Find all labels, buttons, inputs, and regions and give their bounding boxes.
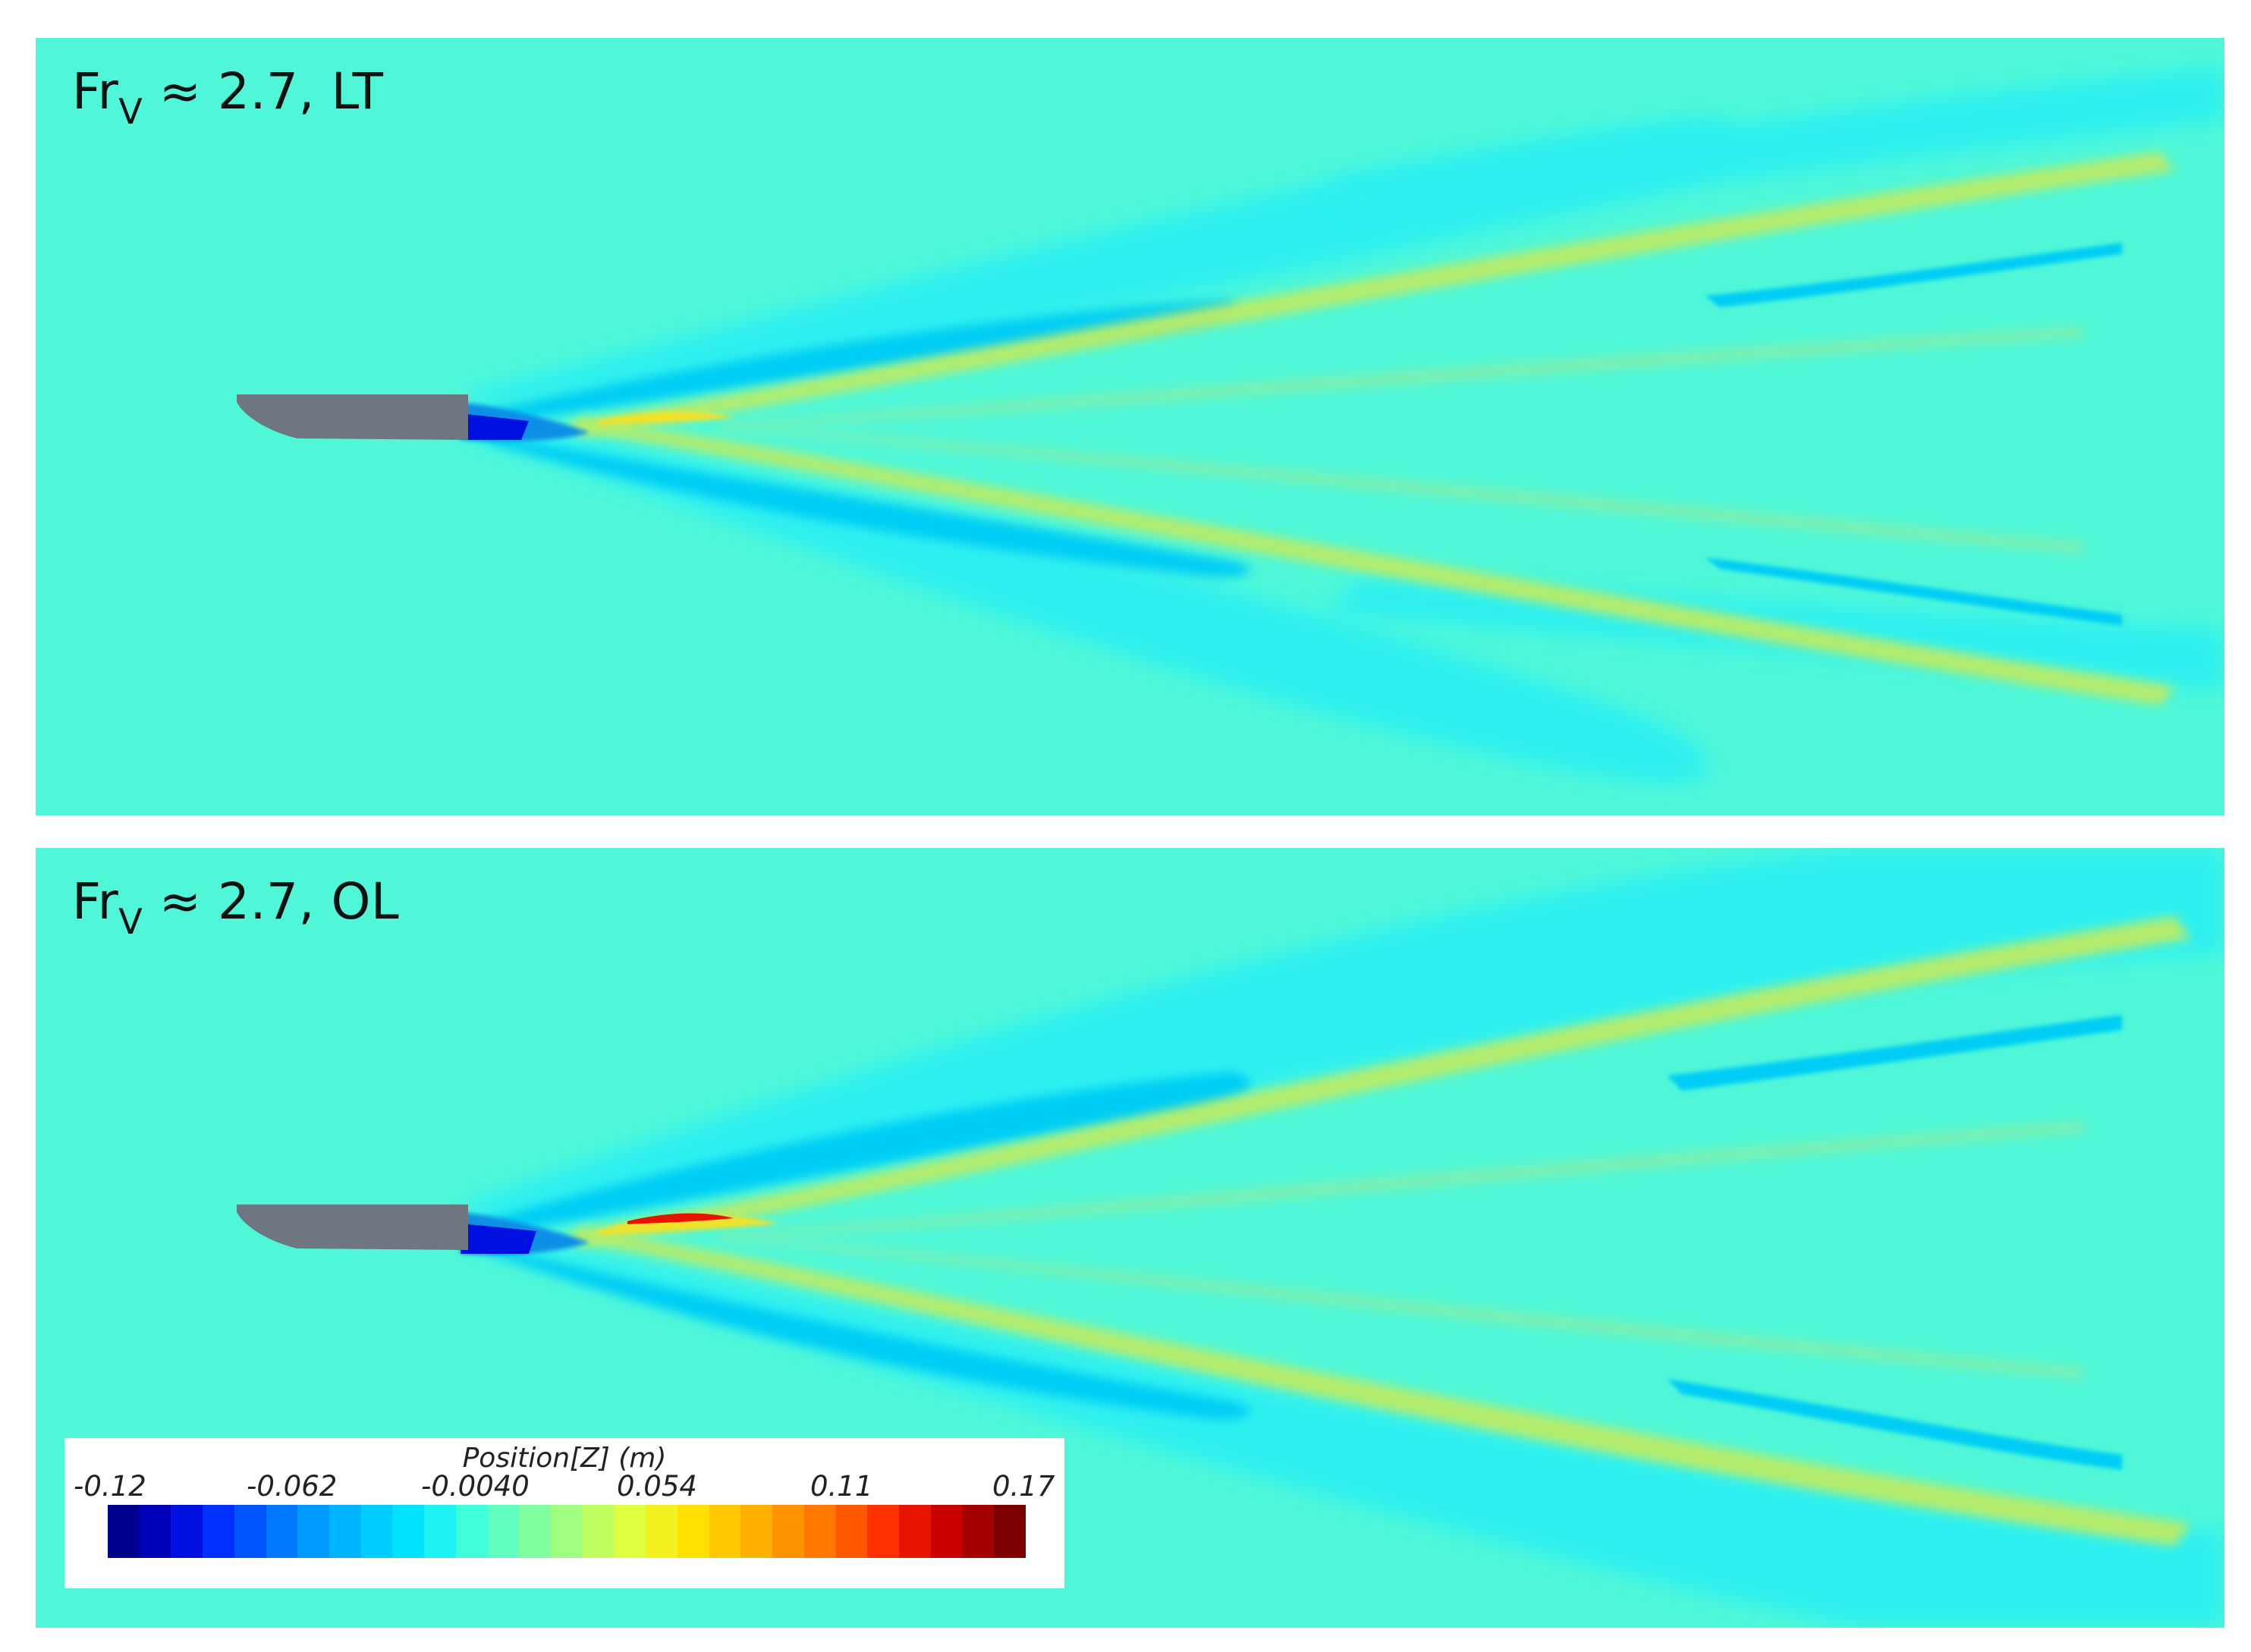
colorbar-swatch [487, 1505, 520, 1558]
colorbar-swatch [139, 1505, 171, 1558]
colorbar-swatch [772, 1505, 804, 1558]
colorbar-swatch [740, 1505, 773, 1558]
trough-lower-arm [476, 1242, 1250, 1420]
colorbar-legend: Position[Z] (m) -0.12 -0.062 -0.0040 0.0… [64, 1438, 1064, 1588]
colorbar-swatch [614, 1505, 646, 1558]
colorbar-swatch [329, 1505, 361, 1558]
colorbar-swatch [519, 1505, 552, 1558]
crest-upper [567, 916, 2190, 1246]
trough-stern [461, 413, 529, 440]
colorbar-swatch [551, 1505, 583, 1558]
colorbar-swatch [266, 1505, 298, 1558]
colorbar-swatch [709, 1505, 741, 1558]
colorbar-swatch [392, 1505, 425, 1558]
colorbar-gradient [108, 1505, 1026, 1558]
colorbar-tick: 0.11 [810, 1470, 873, 1503]
wave-field-lt [36, 38, 2224, 815]
colorbar-swatch [803, 1505, 836, 1558]
colorbar-swatch [171, 1505, 203, 1558]
colorbar-swatch [646, 1505, 678, 1558]
crest-stern [627, 1213, 734, 1224]
crest-upper [567, 152, 2175, 436]
colorbar-tick: 0.17 [992, 1470, 1055, 1503]
trough-upper-arm [461, 300, 1237, 425]
panel-ol: FrV ≈ 2.7, OL [36, 848, 2224, 1628]
colorbar-swatch [424, 1505, 456, 1558]
colorbar-swatch [930, 1505, 963, 1558]
colorbar-tick: -0.12 [74, 1470, 146, 1503]
colorbar-swatch [108, 1505, 140, 1558]
colorbar-swatch [835, 1505, 868, 1558]
wave-field-ol [36, 848, 2224, 1628]
colorbar-swatch [455, 1505, 488, 1558]
crest-lower [567, 417, 2175, 705]
colorbar-swatch [582, 1505, 615, 1558]
colorbar-title: Position[Z] (m) [462, 1443, 667, 1474]
colorbar-swatch [360, 1505, 393, 1558]
colorbar-tick: 0.054 [617, 1470, 697, 1503]
colorbar-swatch [677, 1505, 709, 1558]
trough-upper-arm [461, 1072, 1250, 1235]
colorbar-swatch [898, 1505, 931, 1558]
panel-title-lt: FrV ≈ 2.7, LT [72, 62, 384, 132]
colorbar-swatch [962, 1505, 995, 1558]
trough-lower-arm [476, 432, 1250, 577]
colorbar-swatch [297, 1505, 330, 1558]
outer-trough-lower [461, 1235, 2224, 1628]
colorbar-tick: -0.0040 [421, 1470, 530, 1503]
crest-stern [597, 411, 734, 425]
crest-lower [567, 1227, 2190, 1546]
trough-stern [461, 1223, 536, 1254]
colorbar-swatch [994, 1505, 1026, 1558]
colorbar-swatch [234, 1505, 266, 1558]
colorbar-tick: -0.062 [247, 1470, 338, 1503]
hull [237, 394, 468, 440]
panel-title-ol: FrV ≈ 2.7, OL [72, 872, 400, 942]
panel-lt: FrV ≈ 2.7, LT [36, 38, 2224, 815]
colorbar-swatch [203, 1505, 234, 1558]
hull [237, 1204, 468, 1250]
colorbar-swatch [867, 1505, 899, 1558]
